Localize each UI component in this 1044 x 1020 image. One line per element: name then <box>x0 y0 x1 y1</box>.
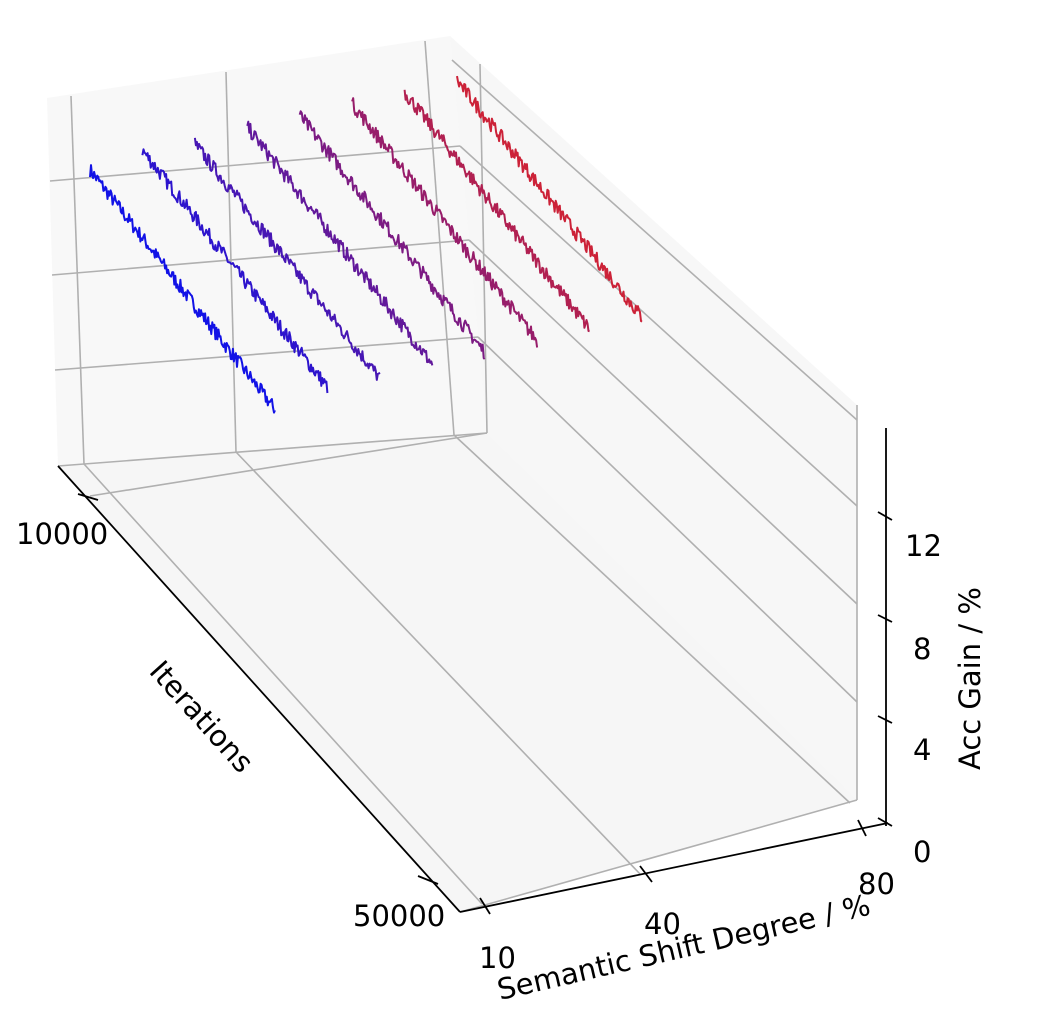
axes <box>57 428 893 915</box>
z-tick-label: 0 <box>913 835 931 869</box>
x-axis-line <box>459 822 889 913</box>
series-line-50 <box>298 110 486 360</box>
grid-line <box>83 463 483 905</box>
z-tick <box>877 817 893 827</box>
grid-line <box>459 799 858 913</box>
series-line-10 <box>89 164 276 414</box>
series-line-60 <box>351 97 539 348</box>
x-tick-label: 80 <box>858 867 895 901</box>
x-tick-label: 10 <box>479 941 516 975</box>
grid-line <box>89 432 488 497</box>
x-tick <box>639 865 653 883</box>
grid-lines <box>49 40 858 913</box>
z-tick <box>877 511 893 521</box>
grid-line <box>459 145 858 507</box>
grid-line <box>477 336 858 703</box>
y-axis-line <box>57 465 461 913</box>
z-tick <box>877 715 893 724</box>
series-layer <box>89 75 643 414</box>
z-tick-label: 4 <box>913 733 931 767</box>
z-tick-label: 12 <box>905 529 942 563</box>
grid-line <box>479 63 488 434</box>
grid-line <box>235 451 641 875</box>
grid-line <box>54 336 479 371</box>
back-pane <box>47 36 487 466</box>
series-line-30 <box>193 137 381 381</box>
grid-line <box>451 59 858 421</box>
grid-line <box>57 432 488 467</box>
x-axis-label: Semantic Shift Degree / % <box>494 888 874 1007</box>
z-axis-label: Acc Gain / % <box>953 587 987 770</box>
series-line-80 <box>456 75 643 323</box>
grid-line <box>453 434 851 804</box>
series-line-40 <box>246 120 434 366</box>
y-axis-label: Iterations <box>143 654 261 779</box>
series-line-20 <box>141 148 329 394</box>
pane-backgrounds <box>47 36 857 912</box>
x-tick-label: 40 <box>644 907 681 941</box>
y-tick-label: 10000 <box>16 517 108 551</box>
grid-line <box>70 95 85 465</box>
y-tick <box>77 493 99 501</box>
x-tick <box>479 897 491 915</box>
series-line-70 <box>403 89 590 333</box>
grid-line <box>225 71 237 453</box>
z-tick <box>877 614 893 623</box>
z-tick-label: 8 <box>913 632 931 666</box>
x-tick <box>857 819 867 837</box>
grid-line <box>424 40 455 436</box>
y-tick-label: 50000 <box>353 899 445 933</box>
tick-labels: 10000 50000 10 40 80 12 8 4 0 <box>16 517 942 975</box>
floor-pane <box>58 433 857 912</box>
grid-line <box>468 239 858 605</box>
side-pane <box>450 36 857 800</box>
y-tick <box>417 875 439 885</box>
